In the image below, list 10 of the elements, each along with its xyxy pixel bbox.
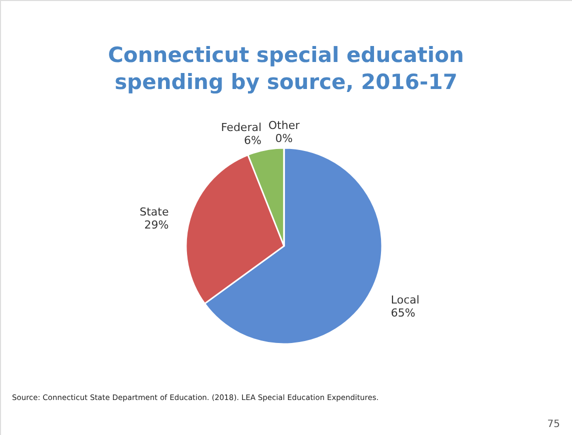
category-label: Other [268,119,300,132]
data-label: 65% [390,306,416,320]
text: 75 [547,419,560,430]
data-label: 29% [144,218,169,232]
data-label: 6% [244,134,262,148]
text: 0% [275,132,293,145]
slice-label: Local [390,293,420,306]
slice-label: State [140,206,169,219]
chart-title: Connecticut special education spending by source, 2016-17 [108,43,464,94]
slice-label: Federal [220,121,262,134]
